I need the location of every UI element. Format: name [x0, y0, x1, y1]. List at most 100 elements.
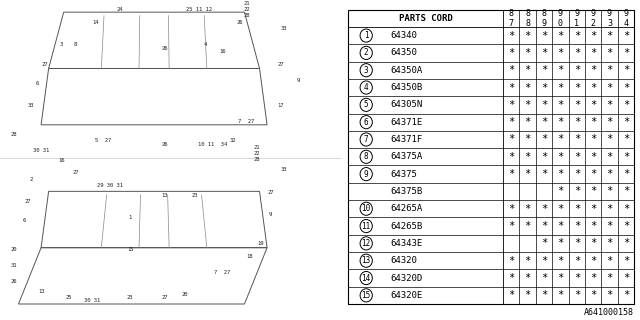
Text: 64371E: 64371E [390, 118, 422, 127]
Text: 8
7: 8 7 [509, 9, 514, 28]
Text: *: * [606, 100, 612, 110]
Text: 21
22
28: 21 22 28 [243, 1, 250, 18]
Text: *: * [541, 83, 547, 92]
Text: 1: 1 [129, 215, 132, 220]
Text: 9
0: 9 0 [558, 9, 563, 28]
Text: *: * [623, 169, 629, 179]
Text: 25 11 12: 25 11 12 [186, 7, 212, 12]
Text: *: * [606, 256, 612, 266]
Text: 10 11  34: 10 11 34 [198, 141, 227, 147]
Text: 64320: 64320 [390, 256, 417, 265]
Text: 14: 14 [362, 274, 371, 283]
Text: *: * [590, 204, 596, 214]
Text: *: * [606, 290, 612, 300]
Text: *: * [557, 169, 563, 179]
Text: 20: 20 [10, 247, 17, 252]
Text: *: * [590, 256, 596, 266]
Text: 8
8: 8 8 [525, 9, 530, 28]
Text: 9
3: 9 3 [607, 9, 612, 28]
Text: *: * [590, 152, 596, 162]
Text: *: * [606, 204, 612, 214]
Text: *: * [541, 290, 547, 300]
Text: *: * [557, 187, 563, 196]
Text: *: * [557, 238, 563, 248]
Text: *: * [525, 256, 531, 266]
Text: 6: 6 [36, 81, 39, 86]
Text: *: * [557, 273, 563, 283]
Text: 8
9: 8 9 [541, 9, 547, 28]
Text: 64320E: 64320E [390, 291, 422, 300]
Text: *: * [606, 65, 612, 75]
Text: 9: 9 [364, 170, 369, 179]
Text: *: * [525, 48, 531, 58]
Text: 27: 27 [268, 189, 274, 195]
Text: 64343E: 64343E [390, 239, 422, 248]
Text: 31: 31 [10, 263, 17, 268]
Text: *: * [525, 117, 531, 127]
Text: *: * [508, 31, 515, 41]
Text: 2: 2 [29, 177, 33, 182]
Text: *: * [606, 273, 612, 283]
Text: *: * [541, 152, 547, 162]
Text: 64375A: 64375A [390, 152, 422, 161]
Text: *: * [557, 204, 563, 214]
Text: 2: 2 [364, 48, 369, 57]
Text: *: * [623, 48, 629, 58]
Text: *: * [606, 152, 612, 162]
Text: 8: 8 [364, 152, 369, 161]
Text: 15: 15 [362, 291, 371, 300]
Text: 26: 26 [236, 20, 243, 25]
Text: *: * [623, 152, 629, 162]
Text: 3: 3 [60, 42, 63, 47]
Text: 64371F: 64371F [390, 135, 422, 144]
Text: *: * [557, 290, 563, 300]
Text: 27: 27 [72, 170, 79, 175]
Text: 14: 14 [93, 20, 99, 25]
Text: *: * [606, 117, 612, 127]
Text: 13: 13 [161, 193, 168, 198]
Text: *: * [508, 100, 515, 110]
Text: 24: 24 [116, 7, 123, 12]
Text: *: * [541, 204, 547, 214]
Text: 13: 13 [38, 289, 44, 294]
Text: 5  27: 5 27 [95, 138, 111, 143]
Text: *: * [623, 238, 629, 248]
Text: *: * [525, 290, 531, 300]
Text: *: * [508, 152, 515, 162]
Text: *: * [623, 256, 629, 266]
Text: *: * [557, 152, 563, 162]
Text: 7: 7 [364, 135, 369, 144]
Text: *: * [557, 65, 563, 75]
Text: 5: 5 [364, 100, 369, 109]
Text: *: * [573, 221, 580, 231]
Text: 64350B: 64350B [390, 83, 422, 92]
Text: *: * [525, 134, 531, 145]
Text: *: * [590, 31, 596, 41]
Text: *: * [541, 100, 547, 110]
Text: 29 30 31: 29 30 31 [97, 183, 123, 188]
Text: *: * [606, 31, 612, 41]
Text: 33: 33 [281, 26, 287, 31]
Text: 13: 13 [362, 256, 371, 265]
Text: 16: 16 [58, 157, 65, 163]
Text: *: * [623, 117, 629, 127]
Text: 27: 27 [161, 295, 168, 300]
Text: *: * [623, 65, 629, 75]
Text: 64340: 64340 [390, 31, 417, 40]
Text: 3: 3 [364, 66, 369, 75]
Text: 64265B: 64265B [390, 221, 422, 231]
Text: 64350: 64350 [390, 48, 417, 57]
Text: *: * [525, 65, 531, 75]
Text: *: * [573, 290, 580, 300]
Text: 64350A: 64350A [390, 66, 422, 75]
Text: 17: 17 [278, 103, 284, 108]
Text: A641000158: A641000158 [584, 308, 634, 317]
Text: *: * [525, 169, 531, 179]
Text: *: * [606, 238, 612, 248]
Text: *: * [525, 100, 531, 110]
Text: *: * [623, 187, 629, 196]
Text: *: * [557, 100, 563, 110]
Text: 27: 27 [24, 199, 31, 204]
Text: *: * [525, 31, 531, 41]
Text: 11: 11 [362, 221, 371, 231]
